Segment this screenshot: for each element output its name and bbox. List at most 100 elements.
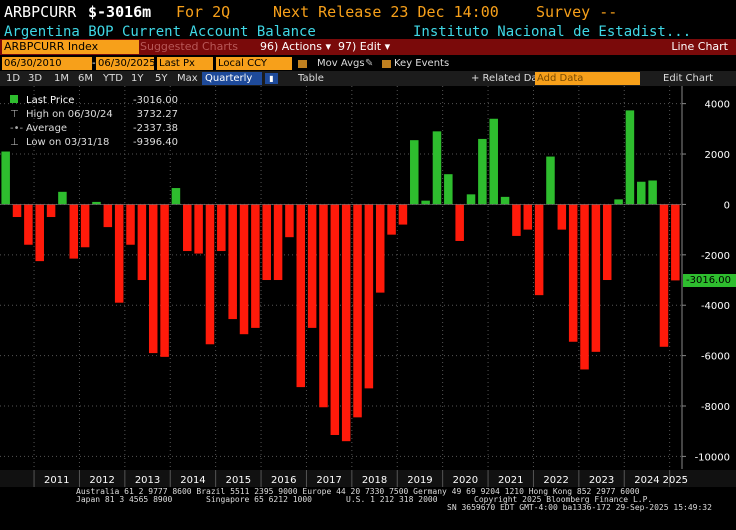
security-header: ARBPCURR $-3016m For 2Q Next Release 23 … bbox=[0, 0, 736, 24]
bar bbox=[602, 204, 612, 281]
date-toolbar: 06/30/2010 - 06/30/2025 Last Px Local CC… bbox=[0, 56, 736, 72]
bar bbox=[46, 204, 56, 218]
bar bbox=[375, 204, 385, 293]
average-marker-icon: -•- bbox=[10, 123, 24, 134]
x-tick-label: 2013 bbox=[135, 475, 160, 486]
legend-label: High on 06/30/24 bbox=[26, 109, 113, 120]
period-button-5y[interactable]: 5Y bbox=[155, 73, 168, 84]
edit-menu[interactable]: 97) Edit ▾ bbox=[338, 40, 391, 53]
y-tick-label: -2000 bbox=[701, 251, 730, 262]
bar bbox=[12, 204, 22, 218]
actions-menu[interactable]: 96) Actions ▾ bbox=[260, 40, 331, 53]
bar bbox=[183, 204, 192, 252]
security-name: Argentina BOP Current Account Balance bbox=[4, 24, 316, 40]
legend-row: -•- Average -2337.38 bbox=[6, 122, 178, 136]
bar-chart-icon[interactable]: ▮ bbox=[265, 73, 278, 84]
bar bbox=[364, 204, 374, 389]
bar bbox=[194, 204, 203, 254]
pencil-icon[interactable]: ✎ bbox=[365, 58, 374, 69]
last-price-tag: -3016.00 bbox=[683, 274, 736, 288]
bar bbox=[410, 140, 419, 205]
x-tick-label: 2021 bbox=[498, 475, 523, 486]
chart-type-label[interactable]: Line Chart bbox=[671, 40, 728, 53]
add-data-input[interactable]: Add Data bbox=[535, 72, 640, 85]
bar bbox=[580, 204, 589, 370]
bar bbox=[205, 204, 215, 345]
period-button-3d[interactable]: 3D bbox=[28, 73, 43, 84]
legend-label: Low on 03/31/18 bbox=[26, 137, 110, 148]
legend-label: Last Price bbox=[26, 95, 75, 106]
green-square-icon bbox=[10, 94, 18, 108]
legend-value: 3732.27 bbox=[136, 109, 178, 120]
footer: Australia 61 2 9777 8600 Brazil 5511 239… bbox=[0, 487, 736, 530]
x-tick-label: 2011 bbox=[44, 475, 69, 486]
x-tick-label: 2012 bbox=[89, 475, 114, 486]
x-tick-label: 2014 bbox=[180, 475, 205, 486]
bar bbox=[148, 204, 158, 354]
table-button[interactable]: Table bbox=[298, 73, 324, 84]
period-button-6m[interactable]: 6M bbox=[78, 73, 93, 84]
related-data-button[interactable]: + Related Dat bbox=[471, 73, 542, 84]
bar bbox=[137, 204, 147, 281]
bar bbox=[307, 204, 317, 328]
x-tick-label: 2024 bbox=[634, 475, 659, 486]
period-button-1m[interactable]: 1M bbox=[54, 73, 69, 84]
bar bbox=[455, 204, 464, 241]
x-tick-label: 2018 bbox=[362, 475, 387, 486]
end-date-input[interactable]: 06/30/2025 bbox=[96, 57, 156, 70]
period-button-1y[interactable]: 1Y bbox=[131, 73, 144, 84]
legend-row: ⊤ High on 06/30/24 3732.27 bbox=[6, 108, 178, 122]
frequency-select[interactable]: Quarterly bbox=[202, 72, 262, 85]
ticker-label: ARBPCURR bbox=[4, 3, 77, 21]
bar bbox=[285, 204, 294, 238]
bar bbox=[489, 118, 498, 205]
bar bbox=[126, 204, 135, 245]
period-button-1d[interactable]: 1D bbox=[6, 73, 21, 84]
period-button-max[interactable]: Max bbox=[177, 73, 198, 84]
mov-avgs-checkbox[interactable] bbox=[298, 60, 307, 68]
bar bbox=[296, 204, 306, 388]
y-tick-label: 0 bbox=[724, 200, 730, 211]
suggested-charts-button[interactable]: Suggested Charts bbox=[140, 40, 238, 53]
bar bbox=[421, 200, 430, 205]
bar bbox=[353, 204, 362, 418]
high-marker-icon: ⊤ bbox=[10, 109, 19, 120]
current-account-chart: 4000 2000 0 -2000 -4000 -6000 -8000 -10000 2011… bbox=[0, 86, 736, 487]
index-field[interactable]: ARBPCURR Index bbox=[2, 40, 139, 54]
x-tick-label: 2017 bbox=[316, 475, 341, 486]
bar bbox=[546, 156, 555, 205]
currency-select[interactable]: Local CCY bbox=[216, 57, 292, 70]
bar bbox=[171, 188, 181, 205]
key-events-checkbox[interactable] bbox=[382, 60, 391, 68]
edit-chart-button[interactable]: Edit Chart bbox=[663, 73, 714, 84]
bar bbox=[251, 204, 260, 328]
x-axis: 2011 2012 2013 2014 2015 2016 2017 2018 2019 2020… bbox=[0, 470, 736, 487]
low-marker-icon: ⊥ bbox=[10, 137, 19, 148]
bar bbox=[330, 204, 340, 435]
bar bbox=[228, 204, 237, 320]
bar bbox=[637, 181, 646, 205]
bar bbox=[591, 204, 601, 352]
period-button-ytd[interactable]: YTD bbox=[103, 73, 123, 84]
bar bbox=[557, 204, 567, 230]
price-field-select[interactable]: Last Px bbox=[157, 57, 213, 70]
bar bbox=[500, 196, 510, 205]
legend-row: ⊥ Low on 03/31/18 -9396.40 bbox=[6, 136, 178, 150]
legend-row: Last Price -3016.00 bbox=[6, 94, 178, 108]
survey-label: Survey -- bbox=[536, 3, 618, 21]
legend-value: -9396.40 bbox=[133, 137, 178, 148]
bar bbox=[80, 204, 90, 248]
start-date-input[interactable]: 06/30/2010 bbox=[2, 57, 92, 70]
key-events-label[interactable]: Key Events bbox=[394, 58, 450, 69]
x-tick-label: 2022 bbox=[543, 475, 568, 486]
footer-contacts-1: Australia 61 2 9777 8600 Brazil 5511 239… bbox=[76, 487, 640, 496]
period-label: For 2Q bbox=[176, 3, 231, 21]
bar bbox=[103, 204, 113, 228]
bar bbox=[512, 204, 521, 236]
footer-contacts-2: Japan 81 3 4565 8900 bbox=[76, 495, 173, 504]
x-axis-band bbox=[0, 470, 736, 487]
mov-avgs-label[interactable]: Mov Avgs bbox=[317, 58, 365, 69]
date-separator: - bbox=[92, 58, 96, 69]
bar bbox=[648, 180, 657, 205]
bar bbox=[432, 131, 442, 205]
